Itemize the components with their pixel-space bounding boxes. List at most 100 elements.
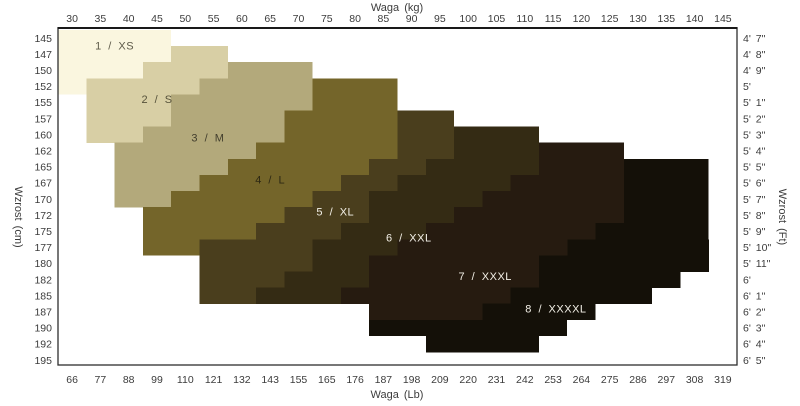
- cm-tick: 160: [34, 129, 52, 141]
- ft-tick: 5': [743, 81, 751, 93]
- lb-tick: 275: [601, 374, 619, 386]
- kg-tick: 70: [293, 13, 305, 25]
- lb-tick: 110: [177, 374, 194, 386]
- kg-tick: 140: [686, 13, 704, 25]
- lb-tick: 209: [431, 374, 449, 386]
- lb-tick: 297: [658, 374, 676, 386]
- bottom-axis-title: Waga (Lb): [371, 389, 424, 401]
- lb-tick: 66: [66, 374, 78, 386]
- ft-tick: 5' 10": [743, 242, 771, 254]
- top-axis-ticks: 30 35 40 45 50 55 60 65 70 75 80 85 90 95 100 105 110 115…: [66, 13, 732, 25]
- right-axis-title: Wzrost (Ft): [776, 189, 788, 245]
- ft-tick: 6' 1": [743, 290, 766, 302]
- ft-tick: 5' 1": [743, 97, 766, 109]
- lb-tick: 308: [686, 374, 704, 386]
- ft-tick: 5' 4": [743, 146, 766, 158]
- cm-tick: 145: [34, 33, 52, 45]
- ft-tick: 5' 11": [743, 258, 771, 270]
- top-axis-title: Waga (kg): [371, 2, 423, 14]
- band-region-S: [86, 46, 228, 143]
- ft-tick: 5' 6": [743, 178, 766, 190]
- kg-tick: 130: [629, 13, 647, 25]
- kg-tick: 60: [236, 13, 248, 25]
- lb-tick: 121: [205, 374, 223, 386]
- cm-tick: 185: [34, 290, 52, 302]
- band-region-XXXXL: [369, 158, 709, 353]
- ft-tick: 6': [743, 274, 751, 286]
- cm-tick: 172: [34, 210, 52, 222]
- kg-tick: 75: [321, 13, 333, 25]
- lb-tick: 319: [714, 374, 732, 386]
- cm-tick: 190: [34, 323, 52, 335]
- band-label-S: 2 / S: [141, 94, 172, 106]
- lb-tick: 253: [544, 374, 562, 386]
- ft-tick: 6' 4": [743, 339, 766, 351]
- cm-tick: 150: [34, 65, 52, 77]
- band-label-XS: 1 / XS: [95, 41, 134, 53]
- band-label-M: 3 / M: [191, 133, 224, 145]
- lb-tick: 176: [346, 374, 364, 386]
- kg-tick: 65: [264, 13, 276, 25]
- cm-tick: 157: [34, 113, 52, 125]
- left-axis-ticks: 145 147 150 152 155 157 160 162 165 167 170 172 175 1…: [34, 33, 52, 367]
- kg-tick: 120: [573, 13, 591, 25]
- kg-tick: 115: [545, 13, 562, 25]
- ft-tick: 5' 9": [743, 226, 766, 238]
- ft-tick: 4' 7": [743, 33, 766, 45]
- lb-tick: 77: [95, 374, 107, 386]
- band-region-XL: [199, 110, 455, 304]
- ft-tick: 6' 2": [743, 307, 766, 319]
- cm-tick: 167: [34, 178, 52, 190]
- kg-tick: 55: [208, 13, 220, 25]
- band-label-XL: 5 / XL: [316, 207, 354, 219]
- band-label-L: 4 / L: [255, 175, 285, 187]
- cm-tick: 195: [34, 355, 52, 367]
- lb-tick: 264: [573, 374, 591, 386]
- bottom-axis-ticks: 66 77 88 99 110 121 132 143 155 165 176 187 198 209 22…: [66, 374, 732, 386]
- ft-tick: 4' 8": [743, 49, 766, 61]
- ft-tick: 5' 7": [743, 194, 766, 206]
- band-region-XS: [58, 29, 172, 95]
- kg-tick: 145: [714, 13, 732, 25]
- cm-tick: 187: [34, 307, 52, 319]
- right-axis-ticks: 4' 7" 4' 8" 4' 9" 5' 5' 1" 5' 2" 5' 3" 5' 4" 5' …: [743, 33, 771, 367]
- ft-tick: 6' 3": [743, 323, 766, 335]
- lb-tick: 165: [318, 374, 336, 386]
- lb-tick: 187: [375, 374, 393, 386]
- kg-tick: 125: [601, 13, 619, 25]
- cm-tick: 152: [34, 81, 52, 93]
- band-region-M: [114, 62, 313, 208]
- band-label-XXL: 6 / XXL: [386, 232, 432, 244]
- kg-tick: 135: [658, 13, 676, 25]
- cm-tick: 147: [34, 49, 52, 61]
- lb-tick: 143: [261, 374, 279, 386]
- kg-tick: 85: [378, 13, 390, 25]
- kg-tick: 100: [459, 13, 477, 25]
- kg-tick: 40: [123, 13, 135, 25]
- lb-tick: 99: [151, 374, 163, 386]
- ft-tick: 5' 3": [743, 129, 766, 141]
- kg-tick: 105: [488, 13, 506, 25]
- ft-tick: 5' 8": [743, 210, 766, 222]
- cm-tick: 182: [34, 274, 52, 286]
- kg-tick: 90: [406, 13, 418, 25]
- cm-tick: 162: [34, 146, 52, 158]
- cm-tick: 165: [34, 162, 52, 174]
- band-region-XXL: [256, 126, 539, 304]
- ft-tick: 5' 5": [743, 162, 766, 174]
- kg-tick: 35: [95, 13, 107, 25]
- lb-tick: 88: [123, 374, 135, 386]
- band-label-XXXL: 7 / XXXL: [458, 271, 511, 283]
- cm-tick: 177: [34, 242, 52, 254]
- cm-tick: 192: [34, 339, 52, 351]
- lb-tick: 198: [403, 374, 421, 386]
- lb-tick: 155: [290, 374, 308, 386]
- lb-tick: 231: [488, 374, 506, 386]
- kg-tick: 80: [349, 13, 361, 25]
- band-labels: 1 / XS 2 / S 3 / M 4 / L 5 / XL 6 / XXL 7 / XX…: [95, 41, 586, 316]
- band-region-XXXL: [340, 142, 624, 321]
- lb-tick: 242: [516, 374, 534, 386]
- ft-tick: 4' 9": [743, 65, 766, 77]
